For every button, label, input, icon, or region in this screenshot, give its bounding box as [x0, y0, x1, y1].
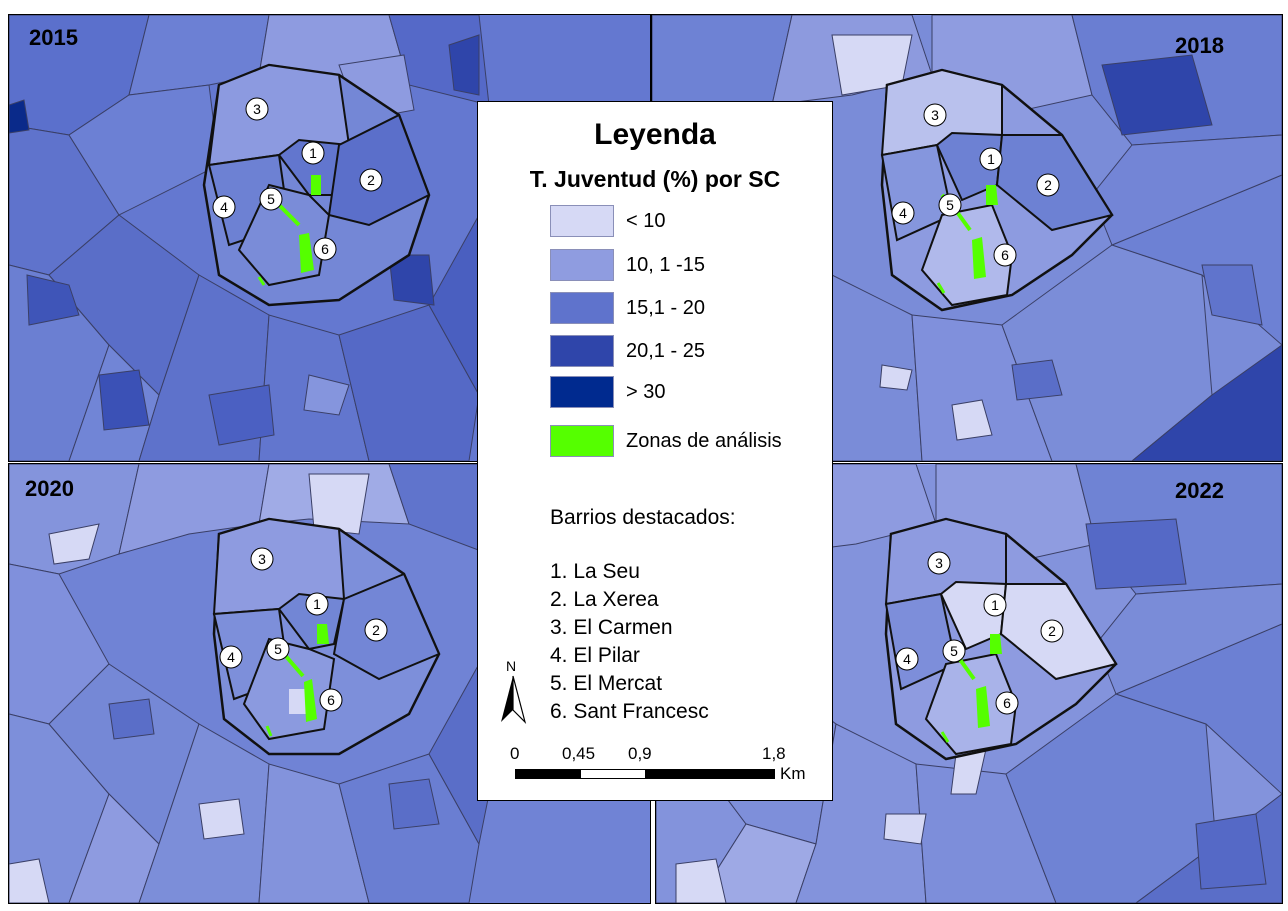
map-2015: 3 1 2 4 5 6 [9, 15, 650, 461]
district-marker-5: 5 [946, 197, 954, 213]
legend-class-label: > 30 [626, 380, 666, 403]
district-marker-6: 6 [1001, 247, 1009, 263]
scale-unit: Km [780, 764, 806, 783]
district-marker-4: 4 [903, 651, 911, 667]
legend-class-label: 20,1 - 25 [626, 339, 705, 362]
district-marker-1: 1 [987, 151, 995, 167]
legend-swatch [550, 335, 614, 367]
legend-swatch [550, 249, 614, 281]
legend-class-1: < 10 [550, 204, 665, 238]
map-panel-2020: 3 1 2 4 5 6 2020 [8, 463, 651, 904]
legend-class-3: 15,1 - 20 [550, 291, 705, 325]
district-marker-6: 6 [327, 692, 335, 708]
map-2020: 3 1 2 4 5 6 [9, 464, 650, 903]
map-panel-2015: 3 1 2 4 5 6 2015 [8, 14, 651, 462]
legend-class-6: Zonas de análisis [550, 424, 782, 458]
barrios-title: Barrios destacados: [550, 506, 736, 529]
legend-swatch [550, 425, 614, 457]
legend-class-4: 20,1 - 25 [550, 334, 705, 368]
scale-bar [515, 769, 775, 779]
legend-subtitle: T. Juventud (%) por SC [529, 166, 781, 192]
study-area [202, 63, 431, 307]
district-markers: 3 1 2 4 5 6 [891, 103, 1060, 267]
district-marker-4: 4 [220, 199, 228, 215]
district-marker-2: 2 [1048, 623, 1056, 639]
district-marker-5: 5 [267, 191, 275, 207]
barrio-item: 4. El Pilar [550, 644, 640, 667]
legend-class-2: 10, 1 -15 [550, 248, 705, 282]
district-marker-6: 6 [321, 241, 329, 257]
district-marker-1: 1 [309, 145, 317, 161]
legend-class-label: Zonas de análisis [626, 429, 782, 452]
legend-swatch [550, 292, 614, 324]
district-marker-3: 3 [253, 101, 261, 117]
legend-swatch [550, 205, 614, 237]
district-markers: 3 1 2 4 5 6 [212, 97, 383, 261]
legend-class-label: 15,1 - 20 [626, 296, 705, 319]
north-label: N [506, 658, 517, 674]
district-markers: 3 1 2 4 5 6 [219, 547, 388, 712]
district-marker-1: 1 [313, 596, 321, 612]
map-panel-2018: 3 1 2 4 5 6 2018 [651, 14, 1283, 462]
legend-swatch [550, 376, 614, 408]
scale-label-0: 0 [510, 744, 520, 763]
study-area [880, 68, 1114, 312]
year-label-2020: 2020 [25, 476, 74, 501]
tract-polygons [9, 15, 490, 461]
legend-title: Leyenda [594, 118, 716, 151]
scale-label-045: 0,45 [562, 744, 596, 763]
legend-box: Leyenda T. Juventud (%) por SC < 10 10, … [477, 101, 833, 801]
district-marker-3: 3 [258, 551, 266, 567]
tract-polygons [9, 464, 490, 903]
legend-class-5: > 30 [550, 375, 665, 409]
district-marker-5: 5 [950, 643, 958, 659]
district-marker-4: 4 [899, 205, 907, 221]
barrio-item: 1. La Seu [550, 560, 640, 583]
barrio-item: 2. La Xerea [550, 588, 659, 611]
barrio-item: 3. El Carmen [550, 616, 673, 639]
north-arrow-icon [501, 675, 527, 724]
district-marker-2: 2 [1044, 177, 1052, 193]
district-marker-1: 1 [991, 597, 999, 613]
legend-class-label: 10, 1 -15 [626, 253, 705, 276]
barrio-item: 6. Sant Francesc [550, 700, 709, 723]
district-marker-3: 3 [931, 107, 939, 123]
barrio-item: 5. El Mercat [550, 672, 663, 695]
map-2018: 3 1 2 4 5 6 [652, 15, 1282, 461]
district-marker-3: 3 [935, 555, 943, 571]
scale-label-09: 0,9 [628, 744, 652, 763]
scale-label-18: 1,8 [762, 744, 786, 763]
district-marker-2: 2 [372, 622, 380, 638]
district-markers: 3 1 2 4 5 6 [895, 551, 1064, 715]
district-marker-6: 6 [1003, 695, 1011, 711]
district-marker-5: 5 [274, 641, 282, 657]
year-label-2018: 2018 [1175, 33, 1224, 58]
district-marker-2: 2 [367, 172, 375, 188]
year-label-2015: 2015 [29, 25, 78, 50]
year-label-2022: 2022 [1175, 478, 1224, 503]
legend-class-label: < 10 [626, 209, 666, 232]
district-marker-4: 4 [227, 649, 235, 665]
